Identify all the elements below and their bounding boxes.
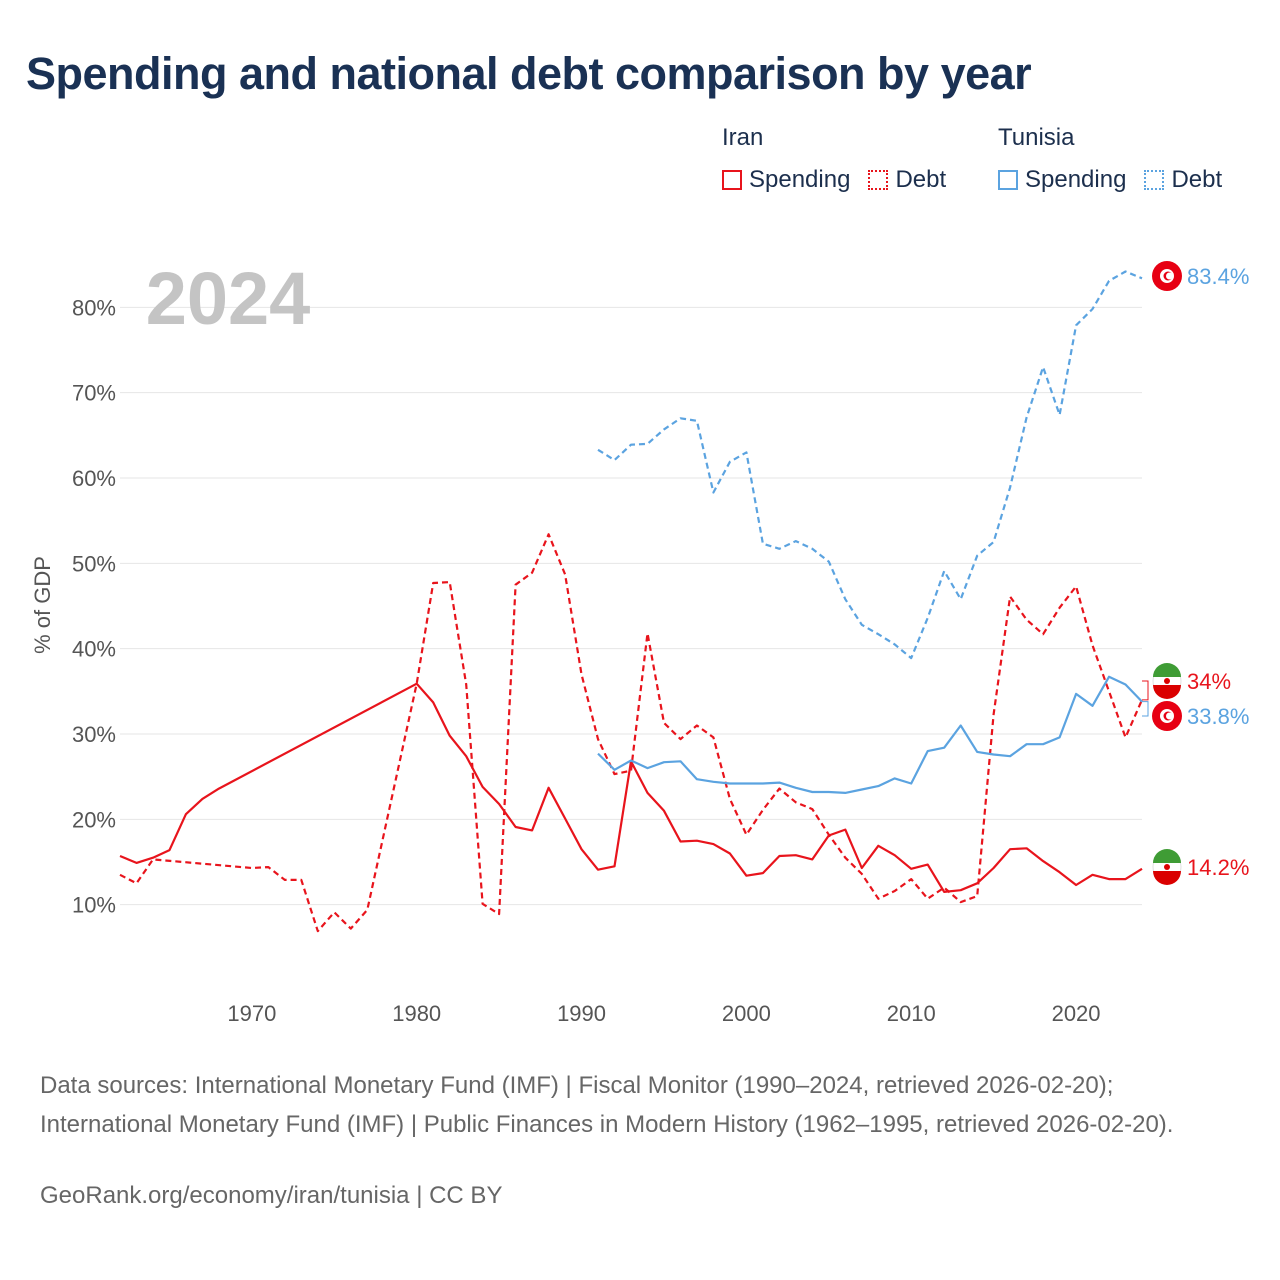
tunisia-flag-icon-crescent-cut bbox=[1166, 272, 1173, 280]
legend-iran-name: Iran bbox=[722, 124, 764, 151]
line-chart: 10% 20% 30% 40% 50% 60% 70% 80% 1970 1980 1990 2000… bbox=[30, 257, 1249, 1026]
credit-link[interactable]: GeoRank.org/economy/iran/tunisia | CC BY bbox=[40, 1182, 503, 1209]
x-tick-label: 2000 bbox=[722, 1001, 771, 1026]
legend-tunisia-name: Tunisia bbox=[998, 124, 1075, 151]
x-tick-label: 1970 bbox=[227, 1001, 276, 1026]
legend-swatch-solid-icon bbox=[998, 170, 1018, 190]
series-line-iran-debt bbox=[119, 533, 1144, 933]
series-line-tunisia-debt bbox=[597, 270, 1143, 660]
iran-flag-icon-green bbox=[1153, 849, 1181, 863]
legend-swatch-solid-icon bbox=[722, 170, 742, 190]
label-connector bbox=[1142, 680, 1149, 701]
y-tick-label: 70% bbox=[72, 381, 116, 406]
series-line-iran-spending bbox=[119, 682, 1143, 893]
iran-flag-icon-green bbox=[1153, 663, 1181, 677]
y-tick-label: 60% bbox=[72, 466, 116, 491]
tunisia-flag-icon-crescent-cut bbox=[1166, 712, 1173, 720]
y-tick-label: 40% bbox=[72, 637, 116, 662]
legend-tunisia-debt[interactable]: Debt bbox=[1144, 166, 1222, 194]
end-label-iran-debt: 34% bbox=[1187, 669, 1231, 694]
legend-tunisia-spending-label: Spending bbox=[1025, 166, 1127, 193]
legend-tunisia-spending[interactable]: Spending bbox=[998, 166, 1126, 194]
label-connector bbox=[1142, 701, 1149, 717]
legend-iran-debt[interactable]: Debt bbox=[868, 166, 946, 194]
end-label-tunisia-spending: 33.8% bbox=[1187, 704, 1249, 729]
legend-tunisia-debt-label: Debt bbox=[1171, 166, 1223, 193]
data-source-note: Data sources: International Monetary Fun… bbox=[40, 1072, 1174, 1138]
end-label-iran-spending: 14.2% bbox=[1187, 855, 1249, 880]
series-line-tunisia-spending bbox=[597, 675, 1143, 794]
legend-iran-spending[interactable]: Spending bbox=[722, 166, 850, 194]
iran-flag-icon-emblem bbox=[1164, 864, 1170, 870]
y-tick-label: 20% bbox=[72, 807, 116, 832]
iran-flag-icon-red bbox=[1153, 685, 1181, 699]
iran-flag-icon-red bbox=[1153, 871, 1181, 885]
iran-flag-icon-emblem bbox=[1164, 678, 1170, 684]
y-tick-label: 30% bbox=[72, 722, 116, 747]
legend-swatch-dotted-icon bbox=[868, 170, 889, 190]
legend-iran: Iran Spending Debt bbox=[722, 124, 946, 194]
legend-iran-spending-label: Spending bbox=[749, 166, 851, 193]
x-tick-label: 1980 bbox=[392, 1001, 441, 1026]
end-label-tunisia-debt: 83.4% bbox=[1187, 264, 1249, 289]
year-label: 2024 bbox=[146, 257, 311, 340]
legend-swatch-dotted-icon bbox=[1144, 170, 1165, 190]
x-tick-label: 2020 bbox=[1052, 1001, 1101, 1026]
legend-iran-debt-label: Debt bbox=[895, 166, 947, 193]
y-tick-label: 10% bbox=[72, 893, 116, 918]
x-tick-label: 2010 bbox=[887, 1001, 936, 1026]
chart-title: Spending and national debt comparison by… bbox=[26, 48, 1032, 99]
x-tick-label: 1990 bbox=[557, 1001, 606, 1026]
y-tick-label: 50% bbox=[72, 551, 116, 576]
y-tick-label: 80% bbox=[72, 295, 116, 320]
y-axis-label: % of GDP bbox=[30, 556, 55, 654]
legend-tunisia: Tunisia Spending Debt bbox=[998, 124, 1222, 194]
